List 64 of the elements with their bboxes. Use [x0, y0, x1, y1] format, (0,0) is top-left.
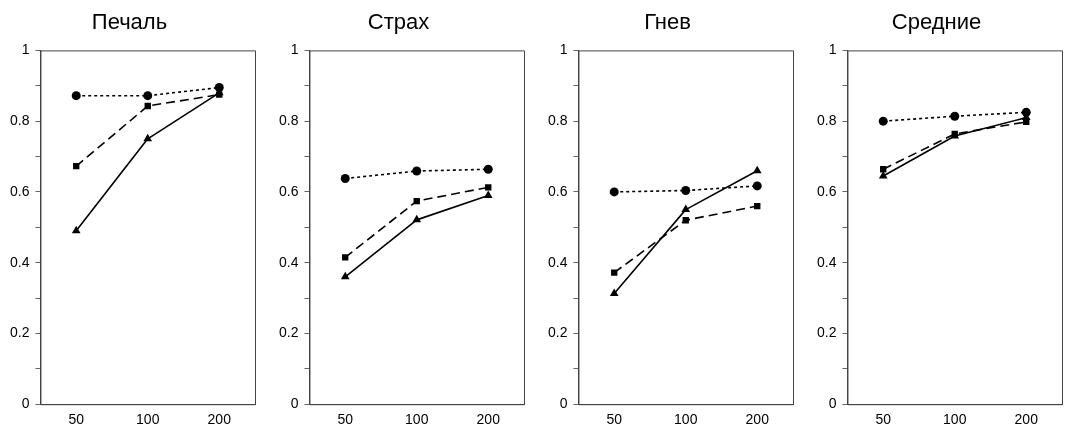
- y-tick-label: 0.6: [816, 182, 837, 199]
- y-tick-label: 0.6: [9, 182, 30, 199]
- point: [485, 184, 492, 191]
- chart-title: Страх: [367, 9, 430, 35]
- y-tick-label: 0.4: [9, 253, 30, 270]
- point: [950, 111, 960, 121]
- point: [681, 204, 691, 213]
- y-tick-label: 0: [21, 395, 30, 412]
- y-tick-label: 1: [21, 41, 30, 58]
- x-tick-label: 50: [337, 411, 354, 428]
- point: [1021, 107, 1031, 117]
- y-tick-label: 0: [828, 395, 837, 412]
- y-tick-label: 1: [559, 41, 568, 58]
- y-tick-label: 0.4: [816, 253, 837, 270]
- y-tick-label: 0.8: [547, 112, 568, 129]
- y-tick-label: 1: [828, 41, 837, 58]
- y-tick-label: 0.2: [816, 324, 837, 341]
- x-tick-label: 100: [136, 411, 160, 428]
- y-tick-label: 0.8: [278, 112, 299, 129]
- x-tick-label: 100: [674, 411, 698, 428]
- x-tick-label: 50: [875, 411, 892, 428]
- y-tick-label: 0.2: [9, 324, 30, 341]
- point: [412, 214, 422, 223]
- point: [143, 133, 153, 142]
- y-tick-label: 1: [290, 41, 299, 58]
- y-tick-label: 0.6: [547, 182, 568, 199]
- chart-title: Гнев: [644, 9, 691, 35]
- x-tick-label: 100: [943, 411, 967, 428]
- point: [483, 190, 493, 198]
- y-tick-label: 0: [559, 395, 568, 412]
- point: [609, 288, 619, 296]
- y-tick-label: 0.2: [547, 324, 568, 341]
- y-tick-label: 0.4: [547, 253, 568, 270]
- chart-title: Средние: [891, 9, 982, 35]
- y-tick-label: 0.6: [278, 182, 299, 199]
- chart-title: Печаль: [91, 9, 168, 35]
- point: [609, 187, 619, 197]
- x-tick-label: 200: [745, 411, 770, 428]
- point: [71, 91, 81, 101]
- x-tick-label: 200: [476, 411, 501, 428]
- y-tick-label: 0.8: [9, 112, 30, 129]
- point: [752, 181, 762, 191]
- point: [412, 166, 422, 176]
- point: [71, 225, 81, 234]
- y-tick-label: 0.4: [278, 253, 299, 270]
- x-tick-label: 200: [1014, 411, 1039, 428]
- x-tick-label: 50: [68, 411, 85, 428]
- x-tick-label: 100: [405, 411, 429, 428]
- point: [143, 91, 153, 101]
- point: [342, 254, 349, 261]
- point: [340, 173, 350, 183]
- point: [752, 165, 762, 174]
- x-tick-label: 50: [606, 411, 623, 428]
- y-tick-label: 0: [290, 395, 299, 412]
- point: [681, 186, 691, 196]
- point: [483, 164, 493, 174]
- point: [340, 271, 350, 280]
- point: [214, 83, 224, 93]
- y-tick-label: 0.2: [278, 324, 299, 341]
- y-tick-label: 0.8: [816, 112, 837, 129]
- point: [216, 91, 223, 98]
- point: [878, 116, 888, 126]
- point: [611, 269, 618, 276]
- x-tick-label: 200: [207, 411, 232, 428]
